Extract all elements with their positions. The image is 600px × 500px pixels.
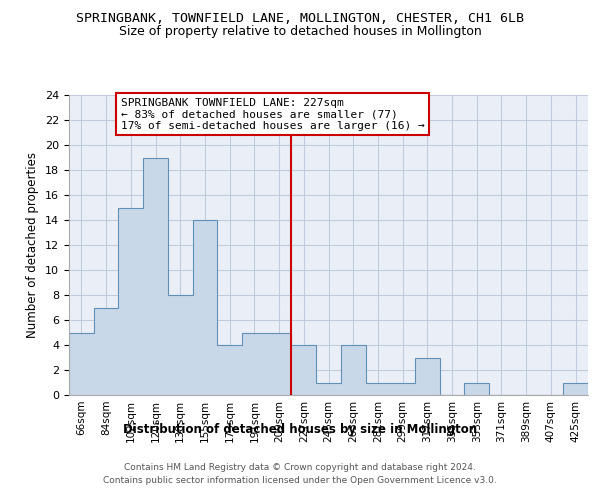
Text: Distribution of detached houses by size in Mollington: Distribution of detached houses by size …: [123, 422, 477, 436]
Text: Contains public sector information licensed under the Open Government Licence v3: Contains public sector information licen…: [103, 476, 497, 485]
Text: Size of property relative to detached houses in Mollington: Size of property relative to detached ho…: [119, 25, 481, 38]
Text: SPRINGBANK, TOWNFIELD LANE, MOLLINGTON, CHESTER, CH1 6LB: SPRINGBANK, TOWNFIELD LANE, MOLLINGTON, …: [76, 12, 524, 26]
Y-axis label: Number of detached properties: Number of detached properties: [26, 152, 40, 338]
Text: SPRINGBANK TOWNFIELD LANE: 227sqm
← 83% of detached houses are smaller (77)
17% : SPRINGBANK TOWNFIELD LANE: 227sqm ← 83% …: [121, 98, 425, 130]
Text: Contains HM Land Registry data © Crown copyright and database right 2024.: Contains HM Land Registry data © Crown c…: [124, 462, 476, 471]
